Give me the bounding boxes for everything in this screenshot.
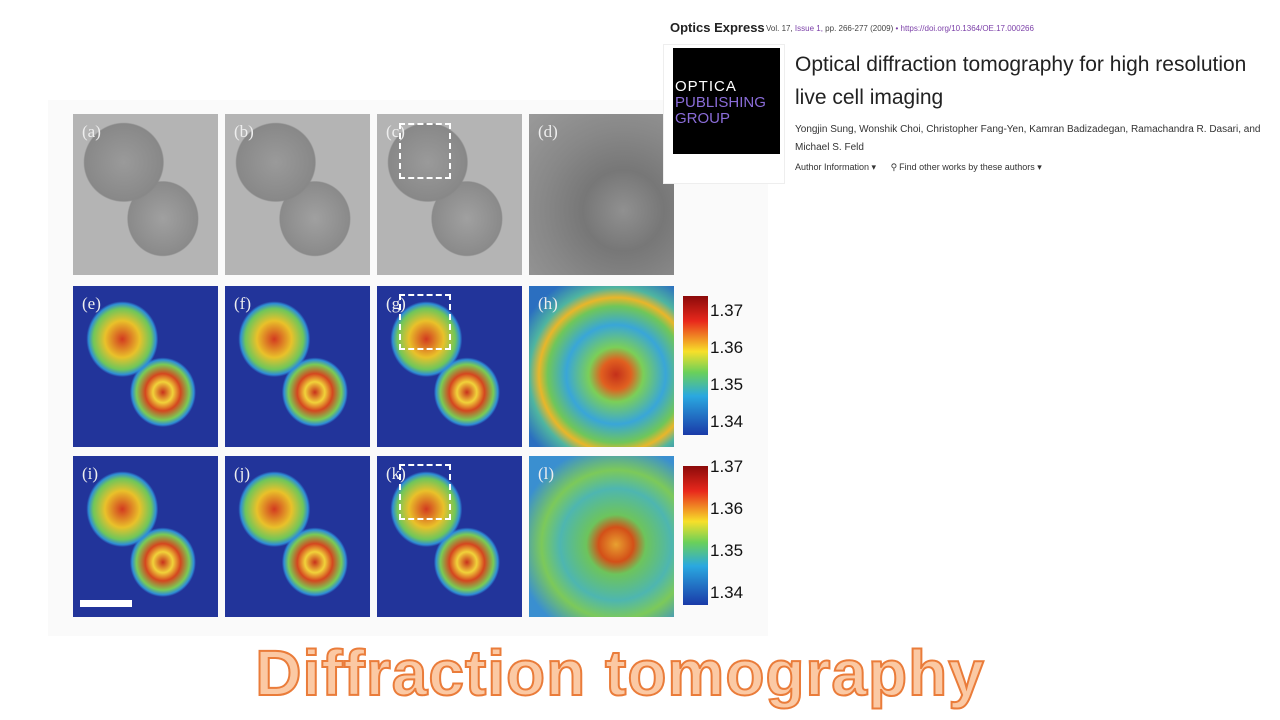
panel-l: (l) <box>529 456 674 617</box>
colorbar-tick: 1.36 <box>710 338 744 357</box>
panel-h: (h) <box>529 286 674 447</box>
find-other-works[interactable]: ⚲ Find other works by these authors ▾ <box>891 162 1054 172</box>
colorbar-tick: 1.35 <box>710 375 744 394</box>
issue-link[interactable]: Issue 1, <box>794 24 823 33</box>
colorbar-tick: 1.35 <box>710 541 744 560</box>
doi-link[interactable]: • https://doi.org/10.1364/OE.17.000266 <box>895 24 1034 33</box>
author-links: Author Information ▾ ⚲ Find other works b… <box>795 162 1066 173</box>
logo-text: OPTICA <box>675 78 737 95</box>
caption-title: Diffraction tomography <box>254 636 985 710</box>
panel-c: (c) <box>377 114 522 275</box>
zoom-region-box <box>399 123 451 179</box>
panel-label: (i) <box>82 464 99 483</box>
article-meta: Vol. 17, Issue 1, pp. 266-277 (2009) • h… <box>766 24 1034 33</box>
pages: pp. 266-277 <box>825 24 868 33</box>
panel-label: (e) <box>82 294 101 313</box>
scale-bar <box>80 600 132 607</box>
publisher-logo: OPTICA PUBLISHING GROUP <box>673 48 780 154</box>
panel-i: (i) <box>73 456 218 617</box>
authors: Yongjin Sung, Wonshik Choi, Christopher … <box>795 124 1261 153</box>
colorbar-tick: 1.37 <box>710 457 744 476</box>
figure: (a) (b) (c) (d) (e) (f) (g) (h) 1.37 1.3… <box>48 100 768 636</box>
author-information-dropdown[interactable]: Author Information ▾ <box>795 162 877 172</box>
panel-e: (e) <box>73 286 218 447</box>
panel-a: (a) <box>73 114 218 275</box>
panel-label: (l) <box>538 464 555 483</box>
search-icon: ⚲ <box>890 162 898 172</box>
panel-label: (b) <box>234 122 254 141</box>
panel-g: (g) <box>377 286 522 447</box>
colorbar <box>683 296 708 435</box>
article-title: Optical diffraction tomography for high … <box>795 53 1247 109</box>
panel-b: (b) <box>225 114 370 275</box>
find-other-label: Find other works by these authors ▾ <box>899 162 1042 172</box>
colorbar <box>683 466 708 605</box>
colorbar-tick: 1.36 <box>710 499 744 518</box>
zoom-region-box <box>399 464 451 520</box>
volume: Vol. 17, <box>766 24 793 33</box>
colorbar-tick: 1.34 <box>710 412 744 431</box>
colorbar-tick: 1.37 <box>710 301 744 320</box>
logo-text: GROUP <box>675 110 731 127</box>
panel-d: (d) <box>529 114 674 275</box>
year: (2009) <box>870 24 894 33</box>
panel-label: (d) <box>538 122 558 141</box>
panel-j: (j) <box>225 456 370 617</box>
journal-name[interactable]: Optics Express <box>670 20 765 35</box>
zoom-region-box <box>399 294 451 350</box>
panel-label: (f) <box>234 294 251 313</box>
panel-label: (j) <box>234 464 251 483</box>
panel-label: (a) <box>82 122 101 141</box>
colorbar-tick: 1.34 <box>710 583 744 602</box>
panel-k: (k) <box>377 456 522 617</box>
panel-f: (f) <box>225 286 370 447</box>
logo-text: PUBLISHING <box>675 94 766 111</box>
panel-label: (h) <box>538 294 558 313</box>
